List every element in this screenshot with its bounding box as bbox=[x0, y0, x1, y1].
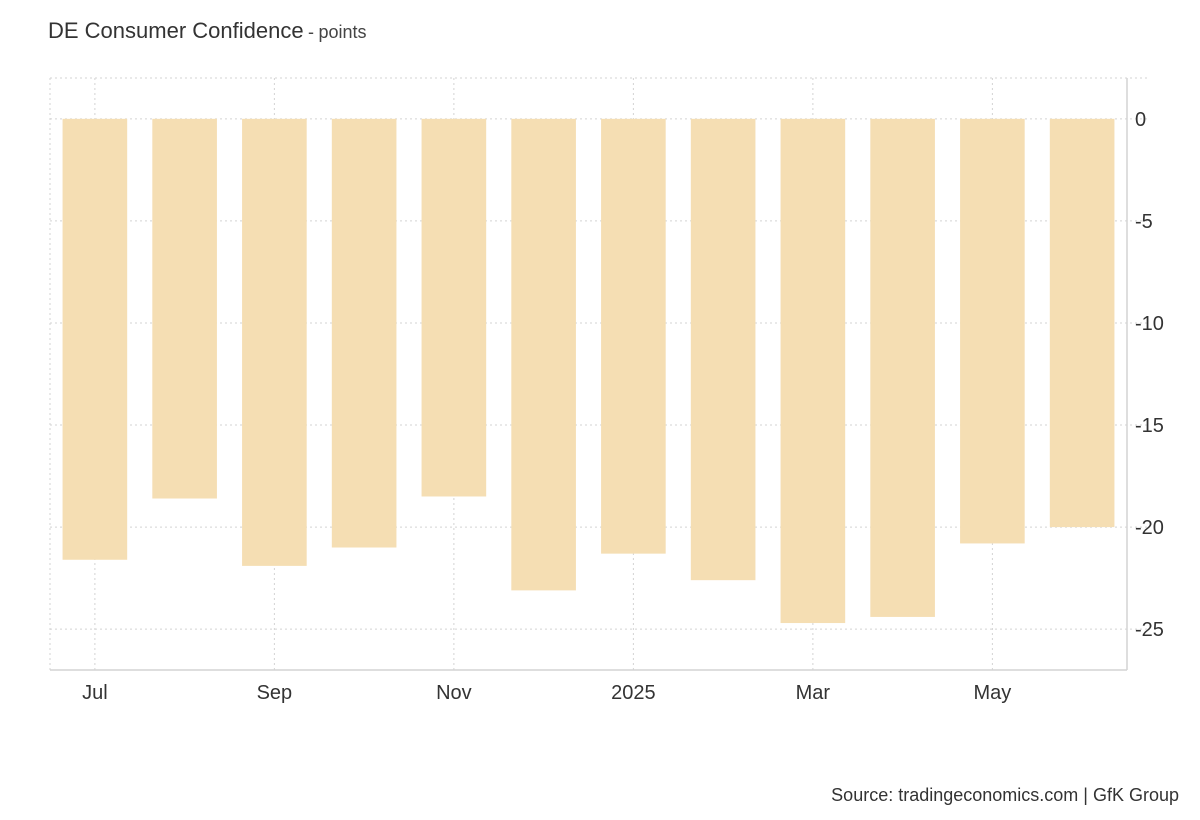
y-tick-label: -10 bbox=[1135, 313, 1164, 335]
bar bbox=[870, 118, 935, 617]
y-tick-label: -25 bbox=[1135, 619, 1164, 641]
bar bbox=[780, 118, 846, 624]
bar bbox=[601, 118, 666, 554]
bar bbox=[960, 118, 1025, 544]
y-tick-label: -5 bbox=[1135, 211, 1153, 233]
bar bbox=[511, 118, 576, 591]
x-tick-label: Mar bbox=[796, 682, 831, 704]
x-tick-label: Jul bbox=[82, 682, 108, 704]
x-tick-label: 2025 bbox=[611, 682, 656, 704]
title-separator: - bbox=[308, 22, 315, 42]
bar bbox=[421, 118, 487, 497]
bar bbox=[152, 118, 217, 499]
chart-unit: points bbox=[318, 22, 367, 42]
y-tick-label: -15 bbox=[1135, 415, 1164, 437]
x-tick-label: Nov bbox=[436, 682, 472, 704]
y-tick-label: 0 bbox=[1135, 109, 1146, 131]
x-tick-label: May bbox=[973, 682, 1011, 704]
chart-title: DE Consumer Confidence - points bbox=[48, 18, 367, 44]
bar bbox=[331, 118, 397, 548]
bar bbox=[690, 118, 756, 581]
bar bbox=[62, 118, 128, 560]
bar-layer bbox=[62, 118, 1115, 624]
source-credit: Source: tradingeconomics.com | GfK Group bbox=[831, 785, 1179, 805]
bar bbox=[242, 118, 307, 566]
x-tick-label: Sep bbox=[257, 682, 293, 704]
y-tick-label: -20 bbox=[1135, 517, 1164, 539]
axis-layer: 0 -5 -10 -15 -20 -25 Jul Sep Nov 2025 Mar May bbox=[50, 78, 1164, 704]
chart-title-text: DE Consumer Confidence bbox=[48, 18, 304, 43]
bar bbox=[1049, 118, 1115, 528]
